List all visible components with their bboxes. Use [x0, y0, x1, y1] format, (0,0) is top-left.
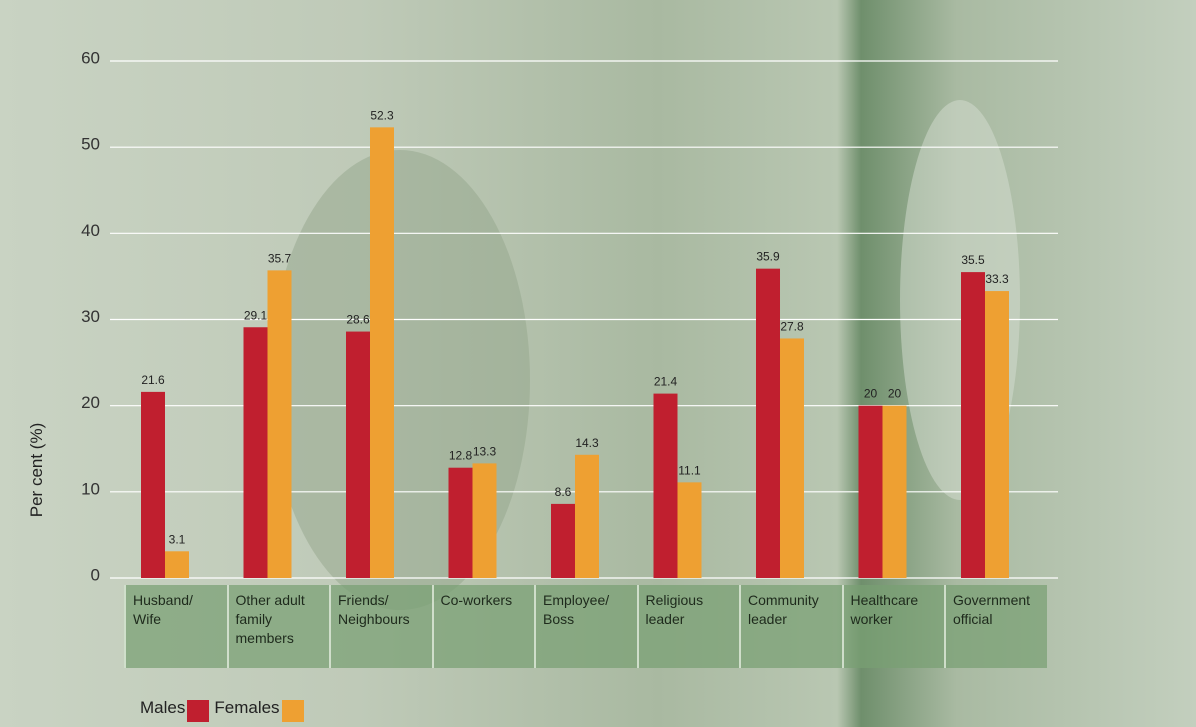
bar: [165, 551, 189, 578]
x-tick-label: Employee/ Boss: [534, 585, 637, 668]
data-label: 8.6: [555, 485, 572, 499]
x-tick-label: Co-workers: [432, 585, 535, 668]
x-tick-label: Healthcare worker: [842, 585, 945, 668]
y-tick-label: 50: [81, 135, 100, 154]
bar: [575, 455, 599, 578]
bar: [780, 338, 804, 578]
bar: [985, 291, 1009, 578]
data-label: 20: [888, 387, 902, 401]
bar: [883, 406, 907, 578]
bar: [551, 504, 575, 578]
x-tick-label: Friends/ Neighbours: [329, 585, 432, 668]
bar: [961, 272, 985, 578]
y-axis-label: Per cent (%): [27, 423, 46, 517]
x-tick-label: Government official: [944, 585, 1047, 668]
data-label: 33.3: [985, 272, 1009, 286]
y-tick-label: 10: [81, 479, 100, 498]
bar: [756, 269, 780, 578]
data-label: 52.3: [370, 108, 394, 122]
bar: [268, 270, 292, 578]
bar: [141, 392, 165, 578]
bar: [678, 482, 702, 578]
data-label: 28.6: [346, 313, 370, 327]
x-tick-label: Other adult family members: [227, 585, 330, 668]
bar: [449, 468, 473, 578]
data-label: 29.1: [244, 308, 268, 322]
x-tick-label: Husband/ Wife: [124, 585, 227, 668]
data-label: 13.3: [473, 444, 497, 458]
data-label: 35.5: [961, 253, 985, 267]
bar: [346, 332, 370, 578]
legend-label: Females: [214, 698, 279, 718]
x-tick-label: Community leader: [739, 585, 842, 668]
data-label: 27.8: [780, 319, 804, 333]
data-label: 35.9: [756, 250, 780, 264]
data-label: 14.3: [575, 436, 599, 450]
data-label: 21.4: [654, 375, 678, 389]
bar: [654, 394, 678, 578]
bar: [859, 406, 883, 578]
y-tick-label: 0: [91, 565, 100, 584]
data-label: 12.8: [449, 449, 473, 463]
legend-swatch: [187, 700, 209, 722]
data-label: 20: [864, 387, 878, 401]
y-tick-label: 30: [81, 307, 100, 326]
x-tick-label: Religious leader: [637, 585, 740, 668]
bar: [244, 327, 268, 578]
data-label: 3.1: [169, 532, 186, 546]
bar: [473, 463, 497, 578]
page: Per cent (%) 0 10 20 30 40 50 60 21.6 3.1 29.1 35.…: [0, 0, 1196, 727]
data-label: 21.6: [141, 373, 165, 387]
data-label: 11.1: [678, 463, 701, 477]
y-tick-label: 40: [81, 221, 100, 240]
legend-label: Males: [140, 698, 185, 718]
y-tick-label: 20: [81, 393, 100, 412]
legend-swatch: [282, 700, 304, 722]
bar: [370, 127, 394, 578]
data-label: 35.7: [268, 251, 292, 265]
y-tick-label: 60: [81, 48, 100, 67]
